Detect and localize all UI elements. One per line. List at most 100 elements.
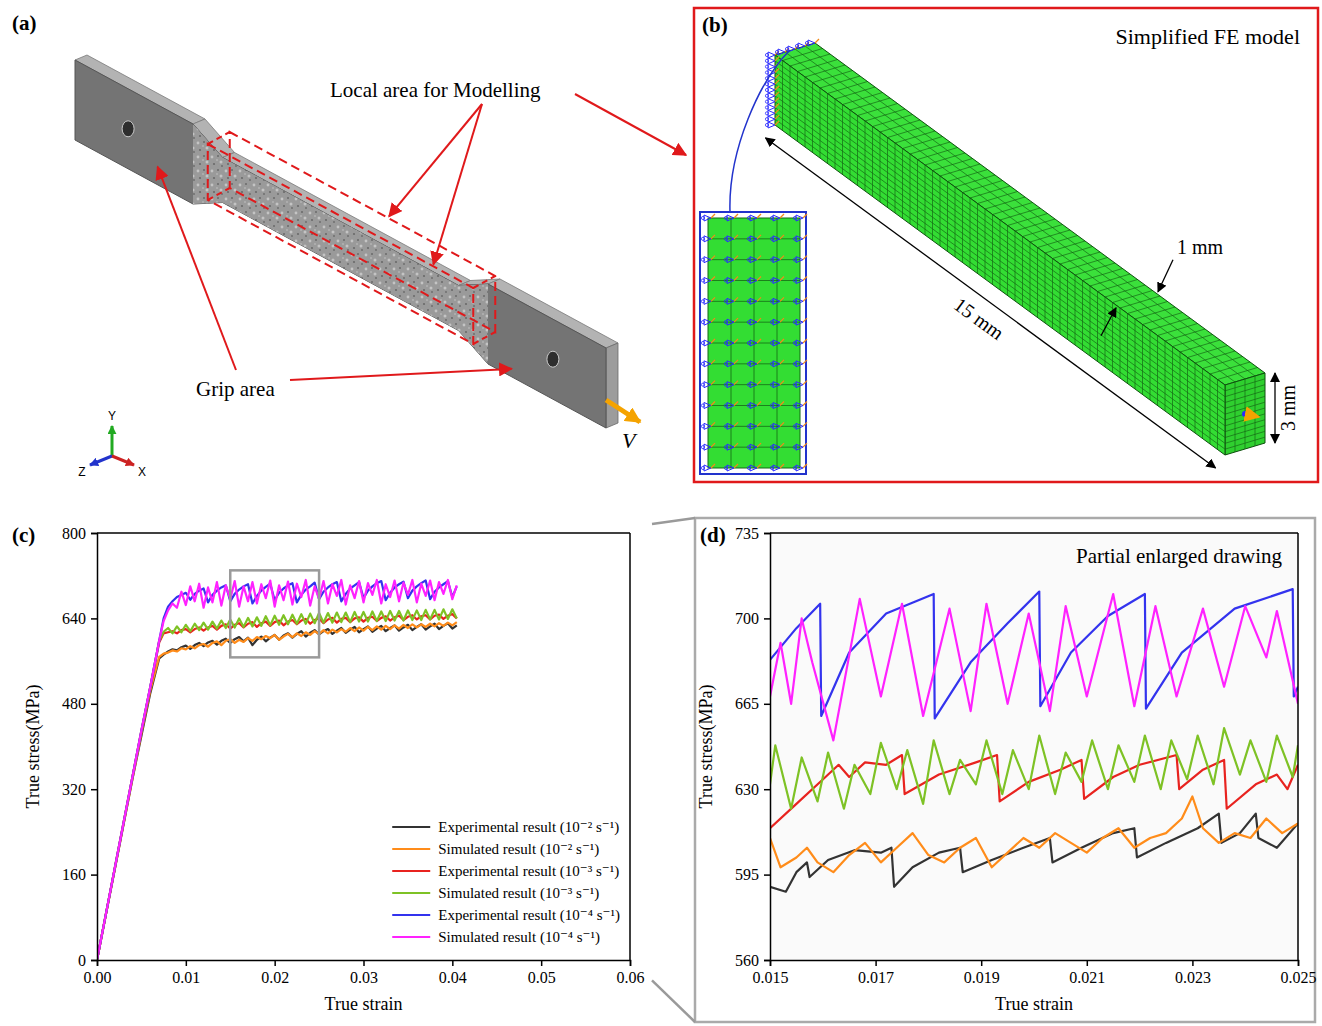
legend-swatch bbox=[392, 914, 430, 916]
modelling-area-box bbox=[208, 144, 474, 344]
legend-label: Simulated result (10⁻³ s⁻¹) bbox=[438, 885, 599, 902]
boundary-condition bbox=[727, 278, 734, 284]
boundary-condition bbox=[724, 404, 727, 407]
boundary-condition bbox=[780, 422, 784, 426]
mesh-line bbox=[708, 447, 800, 448]
boundary-condition bbox=[775, 86, 779, 90]
legend-label: Simulated result (10⁻⁴ s⁻¹) bbox=[438, 929, 600, 946]
zoom-connector bbox=[652, 980, 695, 1022]
mesh-line bbox=[1225, 385, 1265, 397]
boundary-condition bbox=[770, 446, 773, 449]
mesh-face bbox=[775, 55, 1225, 455]
boundary-condition bbox=[701, 383, 704, 386]
plot-frame bbox=[97, 532, 630, 534]
panel-letter: (d) bbox=[700, 523, 726, 547]
arrow bbox=[389, 104, 482, 216]
boundary-condition bbox=[747, 446, 750, 449]
boundary-condition bbox=[775, 109, 779, 113]
tick-mark bbox=[764, 533, 770, 535]
mesh-line bbox=[708, 426, 800, 427]
boundary-condition bbox=[724, 216, 727, 219]
tick-mark bbox=[1192, 960, 1194, 966]
tick-label: 0 bbox=[78, 952, 86, 969]
boundary-condition bbox=[773, 465, 780, 471]
modelling-area-box bbox=[230, 132, 496, 332]
series-line bbox=[97, 609, 457, 960]
boundary-condition bbox=[750, 361, 757, 367]
specimen-front-face bbox=[75, 60, 606, 428]
plot-frame bbox=[770, 532, 1298, 534]
legend-label: Experimental result (10⁻⁴ s⁻¹) bbox=[438, 907, 620, 924]
boundary-condition bbox=[757, 235, 761, 239]
zoom-box bbox=[230, 570, 319, 657]
boundary-condition bbox=[701, 216, 704, 219]
modelling-area-box-edge bbox=[473, 332, 495, 344]
boundary-condition bbox=[757, 422, 761, 426]
tick-mark bbox=[764, 704, 770, 706]
tick-mark bbox=[764, 874, 770, 876]
boundary-condition bbox=[727, 257, 734, 263]
boundary-condition bbox=[793, 362, 796, 365]
x-tick: 0.00 bbox=[84, 960, 112, 986]
mesh-face bbox=[1225, 373, 1265, 455]
mesh-line bbox=[795, 49, 1245, 379]
boundary-condition bbox=[793, 321, 796, 324]
tick-mark bbox=[1298, 960, 1300, 966]
x-tick: 0.019 bbox=[964, 960, 1000, 986]
panel-letter: (c) bbox=[12, 523, 35, 547]
boundary-condition bbox=[793, 466, 796, 469]
boundary-condition bbox=[750, 257, 757, 263]
boundary-condition bbox=[795, 44, 798, 47]
boundary-condition bbox=[724, 362, 727, 365]
tick-label: 0.021 bbox=[1069, 969, 1105, 986]
arrow bbox=[606, 400, 640, 422]
boundary-condition bbox=[727, 444, 734, 450]
boundary-condition bbox=[724, 300, 727, 303]
boundary-condition bbox=[803, 381, 807, 385]
y-axis: 0160320480640800 bbox=[62, 525, 98, 969]
boundary-condition bbox=[803, 422, 807, 426]
boundary-condition bbox=[734, 402, 738, 406]
boundary-condition bbox=[727, 298, 734, 304]
boundary-condition bbox=[775, 50, 778, 53]
tick-mark bbox=[764, 960, 770, 962]
y-tick: 700 bbox=[735, 610, 770, 627]
y-axis-line bbox=[91, 534, 98, 961]
boundary-condition bbox=[803, 256, 807, 260]
boundary-condition bbox=[701, 341, 704, 344]
boundary-condition bbox=[701, 300, 704, 303]
boundary-condition bbox=[780, 256, 784, 260]
boundary-condition bbox=[711, 464, 715, 468]
boundary-condition bbox=[750, 444, 757, 450]
arrow bbox=[290, 369, 512, 380]
callout-label: Local area for Modelling bbox=[330, 78, 541, 102]
boundary-condition bbox=[711, 235, 715, 239]
boundary-condition bbox=[793, 216, 796, 219]
tick-mark bbox=[764, 618, 770, 620]
boundary-condition bbox=[770, 425, 773, 428]
boundary-condition bbox=[757, 464, 761, 468]
boundary-condition bbox=[793, 300, 796, 303]
boundary-condition bbox=[793, 383, 796, 386]
tick-mark bbox=[630, 960, 632, 966]
boundary-condition bbox=[803, 318, 807, 322]
mesh-line bbox=[775, 113, 1225, 443]
boundary-condition bbox=[747, 300, 750, 303]
x-axis-line bbox=[771, 961, 1299, 967]
boundary-condition bbox=[704, 340, 711, 346]
panel-frame bbox=[694, 8, 1318, 482]
mesh-line bbox=[708, 405, 800, 406]
boundary-condition bbox=[768, 105, 775, 111]
legend-swatch bbox=[392, 848, 430, 850]
boundary-condition bbox=[796, 236, 803, 242]
modelling-area-box-edge bbox=[208, 132, 230, 144]
boundary-condition bbox=[711, 402, 715, 406]
boundary-condition bbox=[734, 339, 738, 343]
y-axis-title: True stress(MPa) bbox=[696, 685, 717, 809]
legend-swatch bbox=[392, 870, 430, 872]
boundary-condition bbox=[734, 381, 738, 385]
tick-label: 0.00 bbox=[84, 969, 112, 986]
mesh-line bbox=[708, 301, 800, 302]
tick-mark bbox=[541, 960, 543, 966]
boundary-condition bbox=[750, 215, 757, 221]
